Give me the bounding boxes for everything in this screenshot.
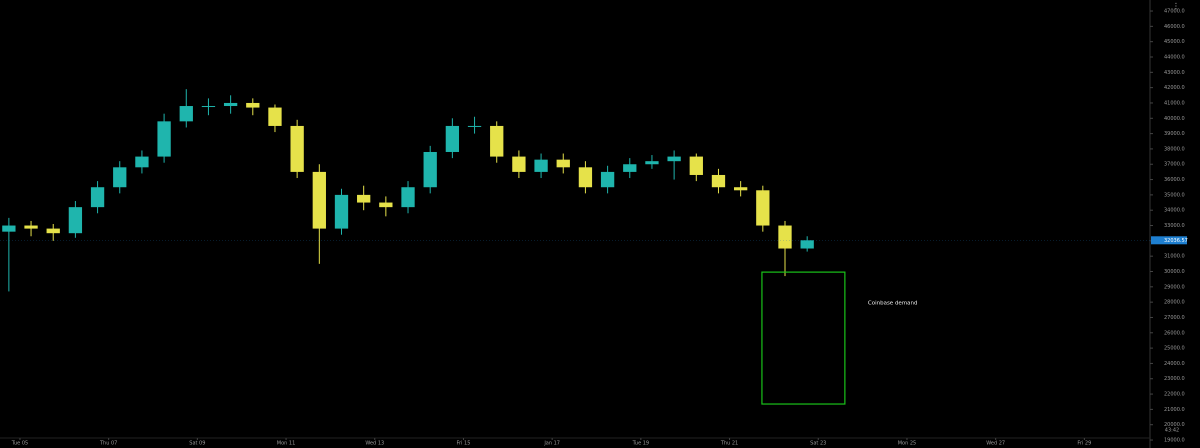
candle-body bbox=[467, 125, 482, 127]
x-tick-label: Sat 09 bbox=[189, 441, 205, 447]
candle-body bbox=[667, 156, 681, 162]
candle-body bbox=[157, 121, 171, 157]
y-tick-label: 39000.0 bbox=[1164, 131, 1185, 137]
candle-body bbox=[246, 102, 260, 108]
y-tick-label: 36000.0 bbox=[1164, 177, 1185, 183]
y-tick-label: 24000.0 bbox=[1164, 361, 1185, 367]
menu-icon[interactable]: ⋮ bbox=[1172, 2, 1180, 11]
y-tick-label: 23000.0 bbox=[1164, 376, 1185, 382]
x-tick-label: Thu 21 bbox=[720, 441, 738, 447]
candle-body bbox=[201, 106, 216, 108]
candle-body bbox=[445, 125, 460, 152]
y-tick-label: 41000.0 bbox=[1164, 100, 1185, 106]
y-tick-label: 26000.0 bbox=[1164, 330, 1185, 336]
y-tick-label: 28000.0 bbox=[1164, 300, 1185, 306]
y-tick-label: 44000.0 bbox=[1164, 54, 1185, 60]
candle-body bbox=[490, 125, 504, 157]
y-tick-label: 34000.0 bbox=[1164, 208, 1185, 214]
candle-body bbox=[68, 207, 83, 234]
last-price-tag bbox=[1151, 236, 1187, 245]
candle-body bbox=[423, 151, 437, 188]
candle-body bbox=[379, 202, 393, 208]
y-tick-label: 42000.0 bbox=[1164, 85, 1185, 91]
y-tick-label: 19000.0 bbox=[1164, 438, 1185, 444]
y-tick-label: 20000.0 bbox=[1164, 422, 1185, 428]
candle-body bbox=[800, 240, 814, 249]
last-price-label: 32036.57 bbox=[1164, 238, 1188, 244]
candle-body bbox=[711, 174, 726, 188]
demand-zone bbox=[761, 271, 846, 405]
candle-body bbox=[756, 190, 770, 226]
candle-body bbox=[135, 156, 149, 168]
x-tick-label: Fri 29 bbox=[1077, 441, 1091, 447]
candle-body bbox=[46, 228, 60, 234]
y-tick-label: 33000.0 bbox=[1164, 223, 1185, 229]
y-tick-label: 45000.0 bbox=[1164, 39, 1185, 45]
candle-body bbox=[334, 194, 349, 229]
y-tick-label: 46000.0 bbox=[1164, 24, 1185, 30]
candle-body bbox=[556, 159, 570, 168]
y-tick-label: 29000.0 bbox=[1164, 284, 1185, 290]
candle-body bbox=[90, 187, 105, 208]
x-tick-label: Sat 23 bbox=[810, 441, 826, 447]
y-tick-label: 27000.0 bbox=[1164, 315, 1185, 321]
candle-body bbox=[401, 187, 415, 208]
candle-body bbox=[312, 171, 326, 229]
x-tick-label: Fri 15 bbox=[456, 441, 470, 447]
countdown: 43:42 bbox=[1165, 428, 1179, 434]
candle-body bbox=[733, 187, 748, 191]
y-tick-label: 38000.0 bbox=[1164, 146, 1185, 152]
candle-body bbox=[290, 125, 304, 172]
x-tick-label: Wed 27 bbox=[986, 441, 1005, 447]
candle-body bbox=[645, 161, 659, 165]
candle-body bbox=[357, 194, 371, 203]
y-tick-label: 35000.0 bbox=[1164, 192, 1185, 198]
x-tick-label: Mon 11 bbox=[277, 441, 296, 447]
y-tick-label: 40000.0 bbox=[1164, 116, 1185, 122]
x-tick-label: Mon 25 bbox=[898, 441, 917, 447]
candle-body bbox=[24, 225, 38, 229]
y-tick-label: 22000.0 bbox=[1164, 392, 1185, 398]
candle-body bbox=[689, 156, 703, 175]
candle-body bbox=[600, 171, 615, 188]
candle-body bbox=[512, 156, 526, 172]
x-tick-label: Thu 07 bbox=[99, 441, 117, 447]
y-tick-label: 30000.0 bbox=[1164, 269, 1185, 275]
y-tick-label: 31000.0 bbox=[1164, 254, 1185, 260]
y-tick-label: 21000.0 bbox=[1164, 407, 1185, 413]
candle-body bbox=[268, 107, 282, 126]
y-tick-label: 37000.0 bbox=[1164, 162, 1185, 168]
y-tick-label: 47000.0 bbox=[1164, 9, 1185, 15]
x-tick-label: Tue 05 bbox=[11, 441, 29, 447]
candle-body bbox=[113, 167, 127, 188]
candle-body bbox=[179, 106, 193, 122]
candle-body bbox=[534, 159, 548, 172]
x-tick-label: Jan 17 bbox=[543, 441, 560, 447]
x-tick-label: Wed 13 bbox=[365, 441, 384, 447]
y-tick-label: 25000.0 bbox=[1164, 346, 1185, 352]
candle-body bbox=[223, 102, 238, 107]
candle-body bbox=[623, 164, 637, 172]
x-tick-label: Tue 19 bbox=[632, 441, 650, 447]
candle-body bbox=[578, 167, 593, 188]
y-tick-label: 43000.0 bbox=[1164, 70, 1185, 76]
candle-body bbox=[778, 225, 792, 249]
candle-body bbox=[2, 225, 16, 232]
zone-label: Coinbase demand bbox=[868, 300, 918, 306]
